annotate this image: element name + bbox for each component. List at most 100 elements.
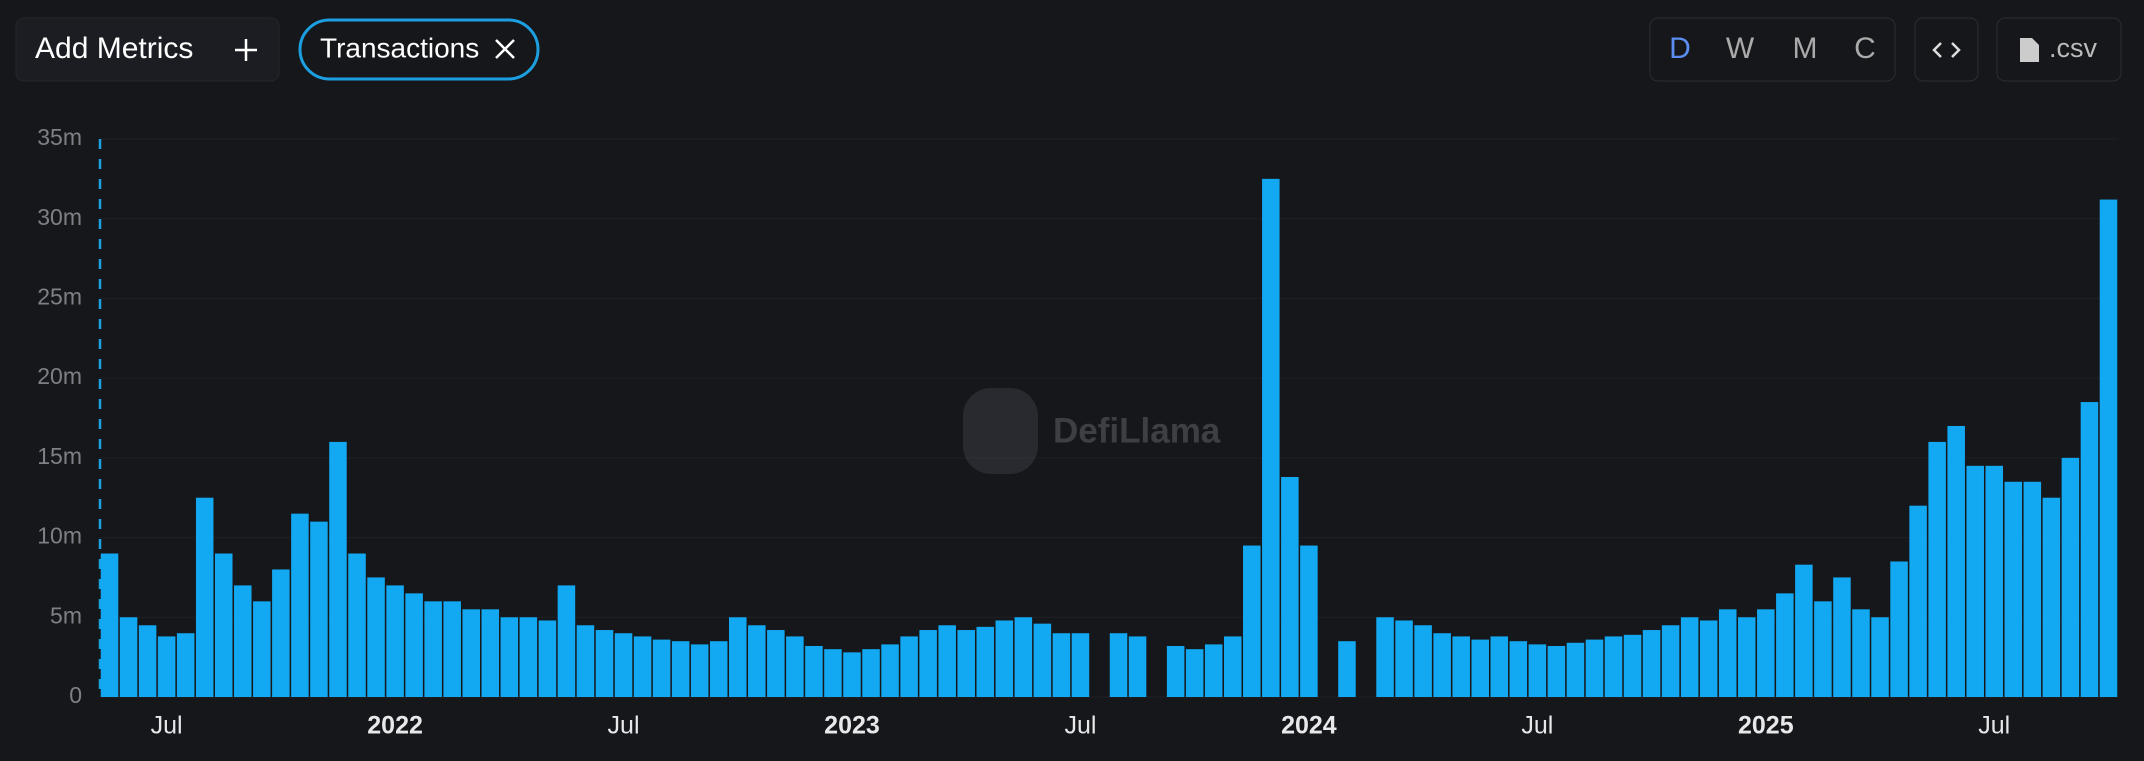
file-icon xyxy=(2020,38,2039,62)
bar xyxy=(1871,617,1889,697)
bar xyxy=(938,625,956,697)
close-icon xyxy=(495,39,515,59)
bar xyxy=(1243,545,1261,697)
x-tick-label: 2025 xyxy=(1738,712,1794,740)
bar xyxy=(2080,402,2099,697)
bar xyxy=(690,644,709,697)
bar xyxy=(1623,634,1642,697)
interval-button[interactable]: D xyxy=(1669,32,1691,65)
y-tick-label: 35m xyxy=(37,124,82,150)
bar xyxy=(1509,641,1528,697)
bar xyxy=(481,609,500,697)
bar xyxy=(900,636,918,697)
bar xyxy=(652,639,671,697)
csv-button[interactable]: .csv xyxy=(1996,17,2122,82)
bar xyxy=(500,617,519,697)
plus-icon xyxy=(235,39,257,61)
bar xyxy=(1814,601,1832,697)
bar xyxy=(443,601,461,697)
bar xyxy=(614,633,633,697)
bar xyxy=(824,649,842,697)
interval-group xyxy=(1649,17,1896,82)
bar xyxy=(843,652,861,697)
bar xyxy=(671,641,690,697)
bar xyxy=(1547,645,1566,697)
bar xyxy=(633,636,652,697)
bar xyxy=(805,645,823,697)
x-tick-label: 2022 xyxy=(367,712,423,740)
bar xyxy=(1642,630,1661,697)
bar xyxy=(1699,620,1718,697)
chip-label: Transactions xyxy=(320,32,479,63)
bar xyxy=(272,569,290,697)
bar xyxy=(1166,645,1185,697)
bar xyxy=(424,601,442,697)
interval-button[interactable]: M xyxy=(1793,32,1818,65)
bar xyxy=(1966,465,1984,697)
bar xyxy=(1566,642,1585,697)
bar xyxy=(1128,636,1147,697)
bar xyxy=(786,636,804,697)
bar xyxy=(2061,457,2080,697)
x-tick-label: 2024 xyxy=(1281,712,1337,740)
bar xyxy=(1414,625,1432,697)
bar xyxy=(348,553,366,697)
code-icon xyxy=(1932,42,1961,58)
y-tick-label: 20m xyxy=(37,363,82,389)
interval-button[interactable]: W xyxy=(1726,32,1755,65)
bar xyxy=(1738,617,1756,697)
bar xyxy=(862,649,880,697)
bar xyxy=(957,630,975,697)
bar xyxy=(1071,633,1090,697)
bar xyxy=(138,625,157,697)
bar xyxy=(1947,425,1965,697)
bar xyxy=(1604,636,1623,697)
button-box xyxy=(15,17,280,82)
embed-button[interactable] xyxy=(1914,17,1979,82)
bar xyxy=(729,617,747,697)
y-tick-label: 30m xyxy=(37,204,82,230)
bar xyxy=(1661,625,1680,697)
bar xyxy=(1852,609,1870,697)
bar xyxy=(767,630,785,697)
interval-button[interactable]: C xyxy=(1854,32,1876,65)
chip-box xyxy=(298,18,540,81)
button-label: Add Metrics xyxy=(35,32,193,65)
bar xyxy=(1338,641,1356,697)
bar xyxy=(1890,561,1908,697)
y-tick-label: 5m xyxy=(50,602,82,628)
bar xyxy=(557,585,576,697)
bar xyxy=(1795,564,1813,697)
bar xyxy=(2004,481,2023,697)
bar xyxy=(1300,545,1318,697)
bar xyxy=(119,617,138,697)
watermark: DefiLlama xyxy=(963,388,1221,474)
bar xyxy=(2099,199,2118,697)
bar xyxy=(1052,633,1071,697)
bar xyxy=(538,620,557,697)
button-box xyxy=(1914,17,1979,82)
bar xyxy=(995,620,1014,697)
bar xyxy=(2042,497,2061,697)
button-box xyxy=(1996,17,2122,82)
bar xyxy=(519,617,538,697)
y-tick-label: 0 xyxy=(69,682,82,708)
add-metrics-button[interactable]: Add Metrics xyxy=(15,17,280,82)
bar xyxy=(214,553,233,697)
metric-chip[interactable]: Transactions xyxy=(298,18,540,81)
bar xyxy=(1471,639,1489,697)
x-tick-label: Jul xyxy=(1064,712,1096,740)
bar xyxy=(253,601,271,697)
bar xyxy=(709,641,728,697)
bar xyxy=(1909,505,1927,697)
bar xyxy=(1528,644,1547,697)
x-tick-label: Jul xyxy=(608,712,640,740)
x-tick-label: Jul xyxy=(1521,712,1553,740)
bar xyxy=(595,630,614,697)
bar xyxy=(2023,481,2042,697)
bar xyxy=(1109,633,1128,697)
bar xyxy=(576,625,595,697)
bar xyxy=(310,521,328,697)
